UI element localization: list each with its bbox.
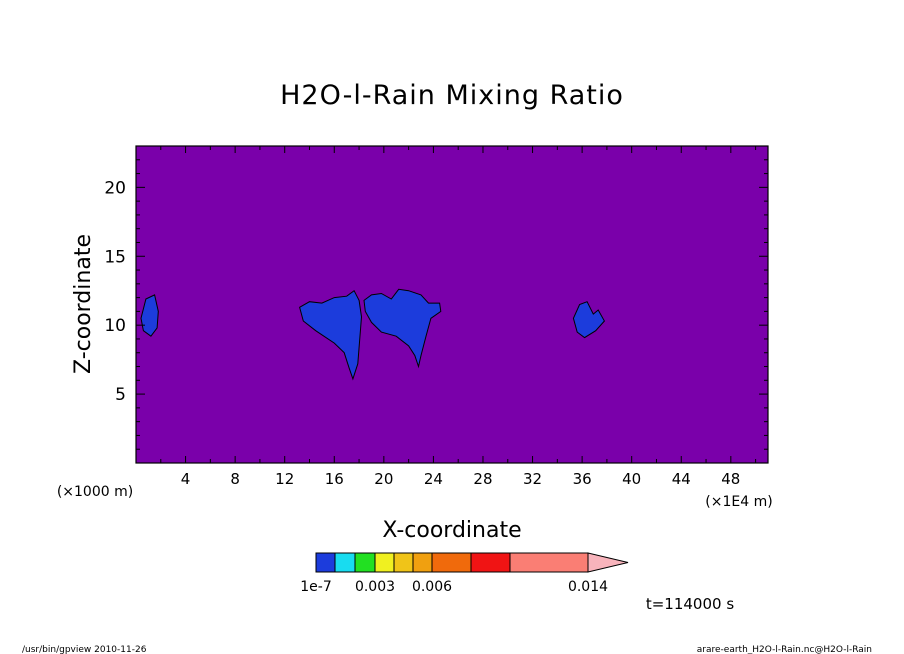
colorbar-swatch: [412, 552, 433, 573]
contour-region-2: [299, 289, 363, 381]
y-axis-label: Z-coordinate: [71, 234, 96, 374]
plot-background: [136, 146, 768, 463]
footer-command: /usr/bin/gpview 2010-11-26: [22, 645, 147, 654]
chart-title: H2O-l-Rain Mixing Ratio: [280, 80, 624, 111]
colorbar-swatch: [334, 552, 356, 573]
colorbar-swatch: [393, 552, 414, 573]
x-tick-label: 28: [473, 470, 492, 488]
plot-frame: [135, 145, 769, 464]
x-unit-left: (×1000 m): [57, 484, 133, 500]
colorbar-extend-arrow: [587, 552, 629, 573]
colorbar-swatch: [509, 552, 589, 573]
colorbar-swatch: [470, 552, 511, 573]
contour-region-1: [140, 294, 159, 337]
x-tick-label: 8: [230, 470, 240, 488]
y-tick-label: 15: [104, 247, 126, 267]
y-tick-label: 5: [115, 385, 126, 405]
colorbar-swatch: [315, 552, 336, 573]
colorbar-tick-label: 0.014: [568, 579, 608, 595]
x-tick-label: 44: [672, 470, 691, 488]
x-tick-label: 24: [424, 470, 443, 488]
x-unit-right: (×1E4 m): [705, 494, 772, 510]
x-tick-label: 20: [374, 470, 393, 488]
colorbar-tick-label: 1e-7: [300, 579, 331, 595]
colorbar-swatch: [354, 552, 376, 573]
time-label: t=114000 s: [646, 595, 734, 613]
x-tick-label: 36: [573, 470, 592, 488]
colorbar-tick-labels: 1e-7 0.003 0.006 0.014: [300, 579, 608, 595]
x-tick-label: 48: [721, 470, 740, 488]
y-ticks: 5 10 15 20: [104, 159, 768, 450]
contour-regions: [140, 288, 606, 381]
x-tick-label: 12: [275, 470, 294, 488]
colorbar-tick-label: 0.003: [355, 579, 395, 595]
x-ticks: 4 8 12 16 20 24 28 32 36 40 44 48: [160, 146, 757, 488]
x-axis-label: X-coordinate: [382, 518, 521, 543]
colorbar-swatch: [374, 552, 395, 573]
colorbar-tick-label: 0.006: [412, 579, 452, 595]
contour-region-3: [363, 288, 442, 369]
x-tick-label: 32: [523, 470, 542, 488]
y-tick-label: 10: [104, 316, 126, 336]
colorbar: [315, 552, 629, 573]
x-tick-label: 4: [181, 470, 191, 488]
colorbar-swatch: [431, 552, 472, 573]
footer-source: arare-earth_H2O-l-Rain.nc@H2O-l-Rain: [697, 645, 872, 654]
y-tick-label: 20: [104, 178, 126, 198]
x-tick-label: 16: [325, 470, 344, 488]
x-tick-label: 40: [622, 470, 641, 488]
contour-region-4: [572, 301, 606, 339]
